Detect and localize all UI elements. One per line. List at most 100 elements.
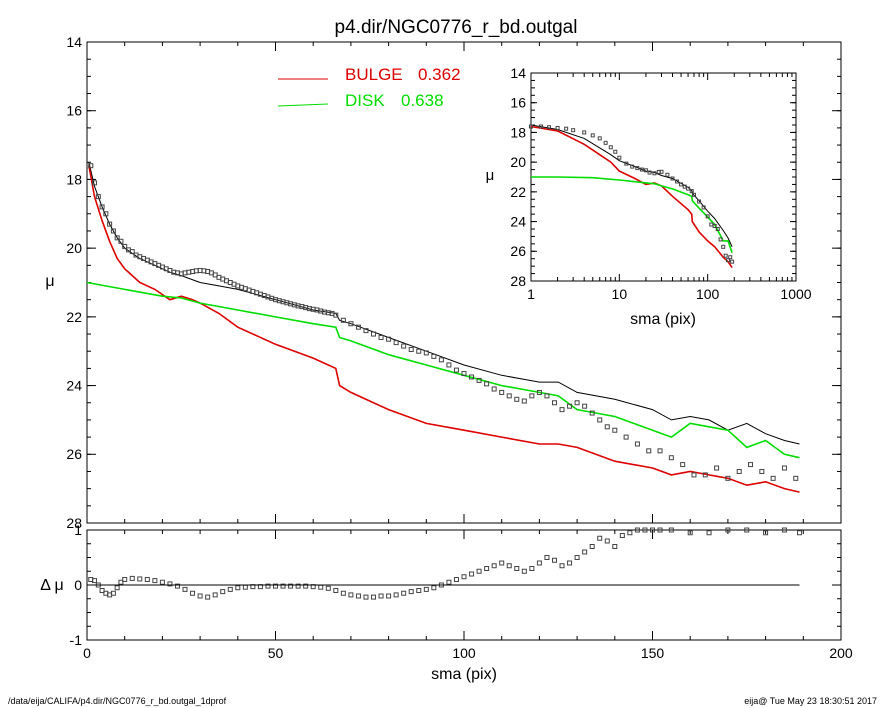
data-point [295, 583, 301, 589]
data-point [555, 125, 560, 130]
data-point [646, 448, 652, 454]
data-point [386, 336, 392, 342]
data-point [461, 371, 467, 377]
data-point [197, 593, 203, 599]
series-total-line [88, 162, 800, 445]
y-tick-label: 28 [66, 515, 82, 531]
data-point [484, 381, 490, 387]
main-panel: 14 16 18 20 22 24 26 28 μ [45, 34, 842, 531]
chart-title: p4.dir/NGC0776_r_bd.outgal [335, 17, 578, 38]
data-point [438, 357, 444, 363]
data-point [401, 590, 407, 596]
residual-panel: 10-10 50 100 150 200 sma (pix) Δ μ [40, 522, 853, 683]
legend: BULGE 0.362 DISK 0.638 [277, 65, 461, 110]
data-point [730, 259, 735, 264]
data-point [668, 455, 674, 461]
data-point [469, 374, 475, 380]
data-point [114, 585, 120, 591]
series-disk-line [86, 281, 800, 459]
y-tick-label: 28 [510, 273, 526, 289]
data-point [697, 199, 702, 204]
data-point [797, 530, 803, 536]
data-point [718, 237, 723, 242]
data-point [608, 145, 613, 150]
data-point [159, 579, 165, 585]
data-point [333, 588, 339, 593]
data-point [706, 530, 712, 536]
data-point [680, 462, 686, 468]
data-point [770, 475, 776, 481]
data-point [107, 221, 113, 227]
residual-x-axis-label: sma (pix) [431, 666, 497, 683]
data-point [461, 574, 467, 580]
legend-disk-label: DISK [345, 91, 385, 110]
data-point [604, 424, 610, 430]
data-point [529, 124, 533, 129]
data-point [639, 167, 644, 172]
data-point [582, 403, 588, 409]
data-point [604, 538, 610, 544]
y-tick-label: 22 [510, 184, 526, 200]
data-point [144, 577, 150, 582]
y-tick-label: 22 [66, 309, 82, 325]
residual-ticks: 10-10 50 100 150 200 [70, 522, 853, 661]
x-tick-label: 1000 [780, 286, 811, 302]
data-point [499, 389, 505, 395]
data-point [137, 576, 143, 582]
data-point [378, 593, 384, 599]
series-bulge-line [88, 165, 800, 493]
y-tick-label: 14 [66, 34, 82, 50]
data-point [491, 563, 497, 569]
legend-bulge-label: BULGE [345, 65, 403, 84]
data-point [303, 583, 309, 589]
data-point [371, 331, 377, 337]
x-tick-label: 1 [527, 286, 535, 302]
data-point [122, 577, 128, 582]
series-data-points [88, 163, 799, 481]
data-point [613, 149, 618, 154]
data-point [529, 566, 535, 571]
data-point [571, 128, 576, 133]
data-point [363, 594, 369, 600]
series-bulge-line [530, 125, 733, 269]
data-point [423, 350, 429, 356]
data-point [567, 560, 573, 566]
data-point [506, 563, 512, 569]
data-point [476, 377, 482, 383]
data-point [363, 328, 369, 334]
inset-series [529, 124, 735, 269]
data-point [617, 155, 622, 160]
data-point [603, 140, 608, 145]
data-point [634, 527, 640, 533]
data-point [484, 566, 490, 571]
legend-disk-value: 0.638 [401, 91, 444, 110]
inset-y-axis-label: μ [486, 167, 495, 184]
data-point [630, 164, 635, 169]
data-point [574, 400, 580, 406]
data-point [612, 544, 618, 549]
data-point [99, 588, 105, 593]
data-point [536, 389, 542, 395]
data-point [393, 592, 399, 598]
data-point [491, 386, 497, 392]
x-tick-label: 150 [641, 645, 665, 661]
main-y-axis-label: μ [45, 273, 54, 290]
data-point [476, 568, 482, 574]
data-point [227, 586, 233, 592]
data-point [589, 544, 595, 549]
data-point [597, 535, 603, 541]
data-point [559, 407, 565, 413]
data-point [416, 588, 422, 593]
data-point [634, 441, 640, 447]
y-tick-label: 24 [66, 377, 82, 393]
data-point [340, 590, 346, 596]
data-point [431, 585, 437, 591]
data-point [551, 557, 557, 563]
data-point [521, 398, 527, 404]
data-point [589, 410, 595, 416]
data-point [635, 166, 640, 171]
data-point [564, 126, 569, 131]
data-point [619, 533, 625, 538]
data-point [675, 179, 680, 184]
data-point [763, 530, 769, 536]
